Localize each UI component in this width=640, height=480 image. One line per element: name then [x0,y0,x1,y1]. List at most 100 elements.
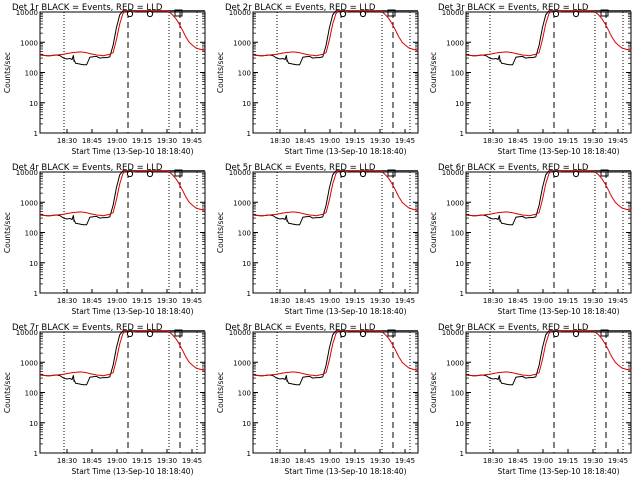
open-circle-marker [359,10,367,18]
x-tick-label: 19:15 [345,457,365,465]
lld-series-line [39,330,206,377]
x-tick-label: 19:30 [583,457,603,465]
x-tick-label: 18:45 [82,297,102,305]
x-tick-label: 19:45 [608,457,628,465]
y-tick-label: 1 [34,130,38,138]
x-tick-label: 18:30 [483,457,503,465]
panel-svg: Det 5r BLACK = Events, RED = LLD 18:30 18:… [216,163,419,316]
panel-title: Det 7r BLACK = Events, RED = LLD [12,323,163,333]
open-circle-marker [146,170,154,178]
detector-panel-9: Det 9r BLACK = Events, RED = LLD 18:30 18:… [426,320,639,480]
panel-svg: Det 4r BLACK = Events, RED = LLD 18:30 18:… [3,163,206,316]
y-axis-label: Counts/sec [3,372,12,413]
y-tick-label: 10000 [16,169,38,177]
y-tick-label: 1 [34,290,38,298]
y-tick-label: 1 [247,450,251,458]
x-tick-label: 19:45 [395,457,415,465]
y-tick-label: 10 [29,260,38,268]
bracket-marker [387,9,396,17]
y-axis-label: Counts/sec [216,212,225,253]
y-tick-label: 1 [460,130,464,138]
x-axis-label: Start Time (13-Sep-10 18:18:40) [72,307,194,316]
x-axis-label: Start Time (13-Sep-10 18:18:40) [72,147,194,156]
panel-svg: Det 3r BLACK = Events, RED = LLD 18:30 18:… [429,3,632,156]
y-tick-label: 100 [238,70,251,78]
y-tick-label: 100 [451,390,464,398]
x-tick-label: 18:45 [295,457,315,465]
bracket-marker [174,329,183,337]
y-tick-label: 10000 [16,329,38,337]
x-tick-label: 19:15 [132,137,152,145]
open-circle-marker [146,10,154,18]
lld-series-line [39,170,206,217]
x-tick-label: 19:30 [370,137,390,145]
lld-series-line [252,10,419,57]
y-tick-label: 1000 [446,39,464,47]
y-axis-label: Counts/sec [3,212,12,253]
y-tick-label: 100 [451,70,464,78]
y-tick-label: 1000 [233,39,251,47]
x-tick-label: 19:30 [370,297,390,305]
lld-series-line [465,330,632,377]
y-axis-label: Counts/sec [3,52,12,93]
lld-series-line [39,10,206,57]
y-tick-label: 1 [460,290,464,298]
x-axis-label: Start Time (13-Sep-10 18:18:40) [285,307,407,316]
x-tick-label: 18:45 [82,457,102,465]
x-tick-label: 19:15 [558,137,578,145]
y-axis-label: Counts/sec [429,212,438,253]
y-tick-label: 10 [29,100,38,108]
x-tick-label: 19:00 [533,457,553,465]
x-tick-label: 19:45 [182,457,202,465]
open-circle-marker [146,330,154,338]
detector-panel-3: Det 3r BLACK = Events, RED = LLD 18:30 18:… [426,0,639,160]
detector-panel-5: Det 5r BLACK = Events, RED = LLD 18:30 18:… [213,160,426,320]
open-circle-marker [359,170,367,178]
x-tick-label: 19:00 [320,137,340,145]
y-axis-label: Counts/sec [429,372,438,413]
detector-panel-4: Det 4r BLACK = Events, RED = LLD 18:30 18:… [0,160,213,320]
panel-title: Det 2r BLACK = Events, RED = LLD [225,3,376,13]
y-tick-label: 1000 [233,199,251,207]
panel-svg: Det 2r BLACK = Events, RED = LLD 18:30 18:… [216,3,419,156]
panel-svg: Det 1r BLACK = Events, RED = LLD 18:30 18:… [3,3,206,156]
x-tick-label: 18:30 [270,137,290,145]
y-tick-label: 100 [238,390,251,398]
y-tick-label: 10 [455,420,464,428]
open-circle-marker [572,10,580,18]
open-circle-marker [339,170,347,178]
x-tick-label: 18:30 [57,137,77,145]
y-tick-label: 10 [455,260,464,268]
open-circle-marker [339,10,347,18]
detector-panel-8: Det 8r BLACK = Events, RED = LLD 18:30 18:… [213,320,426,480]
panel-title: Det 1r BLACK = Events, RED = LLD [12,3,163,13]
y-tick-label: 10000 [229,9,251,17]
x-tick-label: 19:00 [107,297,127,305]
x-tick-label: 19:30 [583,297,603,305]
panel-svg: Det 8r BLACK = Events, RED = LLD 18:30 18:… [216,323,419,476]
detector-panel-7: Det 7r BLACK = Events, RED = LLD 18:30 18:… [0,320,213,480]
x-axis-label: Start Time (13-Sep-10 18:18:40) [498,307,620,316]
x-tick-label: 19:45 [608,137,628,145]
panel-title: Det 3r BLACK = Events, RED = LLD [438,3,589,13]
x-tick-label: 19:15 [345,137,365,145]
x-axis-label: Start Time (13-Sep-10 18:18:40) [285,147,407,156]
y-tick-label: 1000 [20,359,38,367]
y-tick-label: 10000 [442,9,464,17]
open-circle-marker [126,170,134,178]
x-tick-label: 19:00 [107,137,127,145]
x-tick-label: 19:30 [583,137,603,145]
x-tick-label: 18:30 [270,457,290,465]
y-tick-label: 1 [460,450,464,458]
x-tick-label: 19:00 [320,457,340,465]
bracket-marker [174,9,183,17]
y-tick-label: 10000 [16,9,38,17]
bracket-marker [387,169,396,177]
x-tick-label: 18:45 [508,297,528,305]
x-tick-label: 19:15 [132,297,152,305]
x-tick-label: 19:30 [157,297,177,305]
y-tick-label: 100 [25,390,38,398]
lld-series-line [465,170,632,217]
y-tick-label: 1000 [20,39,38,47]
